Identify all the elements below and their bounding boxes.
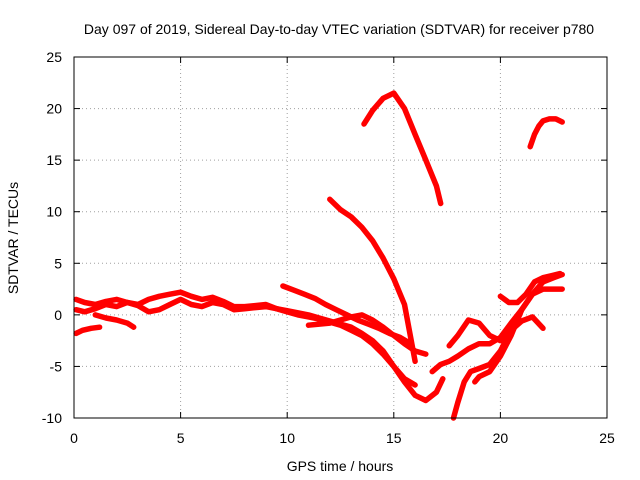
x-tick-label: 25	[599, 430, 615, 446]
y-tick-label: 15	[46, 152, 62, 168]
plot-frame	[73, 56, 608, 419]
x-tick-label: 20	[493, 430, 509, 446]
y-tick-label: 0	[54, 307, 62, 323]
series-arc-2	[73, 296, 418, 388]
y-tick-label: 25	[46, 49, 62, 65]
x-tick-label: 10	[279, 430, 295, 446]
series-arc-13	[497, 270, 563, 306]
x-tick-label: 15	[386, 430, 402, 446]
x-tick-label: 5	[177, 430, 185, 446]
series-arc-12	[472, 306, 525, 385]
y-tick-label: 20	[46, 101, 62, 117]
y-tick-label: 5	[54, 255, 62, 271]
series-arc-7	[327, 196, 418, 365]
series-arc-8	[361, 90, 444, 207]
series-arc-3	[73, 324, 103, 337]
chart-title: Day 097 of 2019, Sidereal Day-to-day VTE…	[84, 21, 594, 37]
x-tick-label: 0	[70, 430, 78, 446]
y-tick-label: 10	[46, 204, 62, 220]
grid	[74, 57, 607, 418]
axis-ticks: 0 5 10 15 20 25 -10 -5 0 5 10 15 20 25	[42, 49, 615, 446]
series-arc-11	[446, 314, 546, 349]
series-arc-14	[527, 116, 565, 150]
y-tick-label: -10	[42, 410, 62, 426]
y-tick-label: -5	[50, 358, 63, 374]
y-axis-label: SDTVAR / TECUs	[5, 182, 21, 294]
series-arc-10	[450, 286, 565, 421]
series-arc-4	[92, 312, 137, 330]
series-arc-6	[305, 312, 429, 357]
series-group	[73, 90, 565, 421]
x-axis-label: GPS time / hours	[287, 458, 394, 474]
